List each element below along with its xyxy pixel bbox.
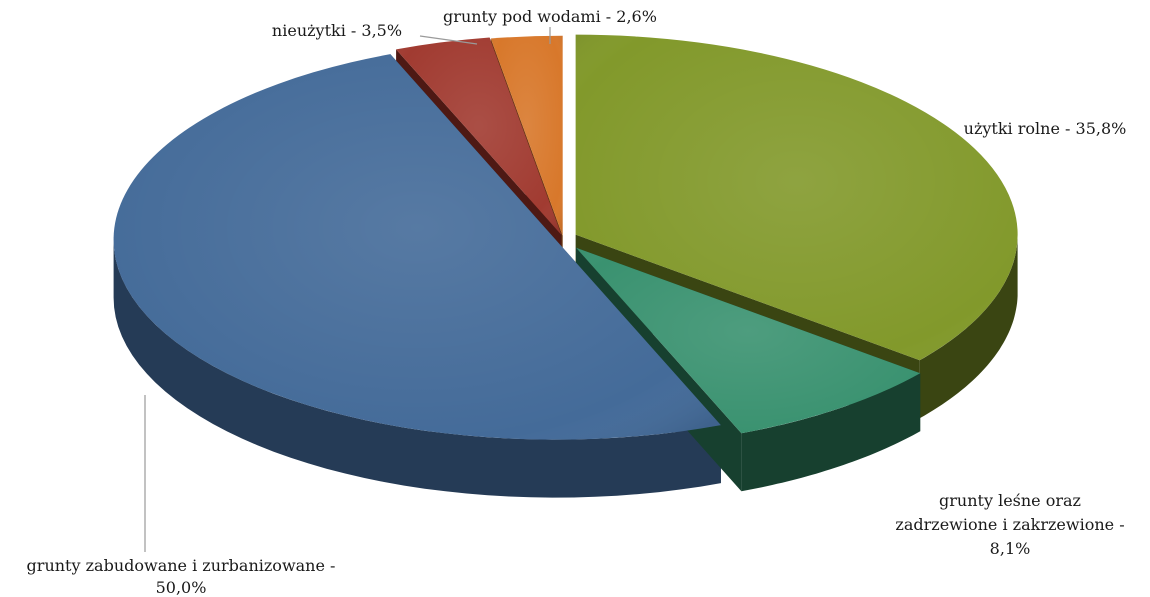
slice-label-line-1-0: grunty leśne oraz <box>939 491 1081 510</box>
slice-label-line-3-0: nieużytki - 3,5% <box>272 21 402 40</box>
pie-slice-side-0 <box>919 234 1018 419</box>
slice-label-4: grunty pod wodami - 2,6% <box>443 7 657 26</box>
pie-slice-shine-4 <box>490 35 563 236</box>
slice-label-3: nieużytki - 3,5% <box>272 21 402 40</box>
slice-label-line-0-0: użytki rolne - 35,8% <box>964 119 1127 138</box>
slice-label-0: użytki rolne - 35,8% <box>964 119 1127 138</box>
pie-slice-shine-3 <box>396 37 562 235</box>
slice-label-line-4-0: grunty pod wodami - 2,6% <box>443 7 657 26</box>
slice-label-line-1-1: zadrzewione i zakrzewione - <box>895 515 1124 534</box>
slice-label-1: grunty leśne oraz zadrzewione i zakrzewio… <box>895 491 1124 558</box>
pie-slice-side-2 <box>113 239 721 498</box>
slice-label-2: grunty zabudowane i zurbanizowane - 50,0% <box>27 556 336 597</box>
leader-line-3 <box>419 35 478 45</box>
pie-slice-side-1 <box>741 373 921 492</box>
slice-label-line-1-2: 8,1% <box>990 539 1031 558</box>
pie-slice-shine-0 <box>575 34 1018 361</box>
slice-label-line-2-0: grunty zabudowane i zurbanizowane - <box>27 556 336 575</box>
slice-label-line-2-1: 50,0% <box>156 578 207 597</box>
pie-slice-shine-1 <box>576 247 921 434</box>
pie-slice-shine-2 <box>113 54 721 440</box>
